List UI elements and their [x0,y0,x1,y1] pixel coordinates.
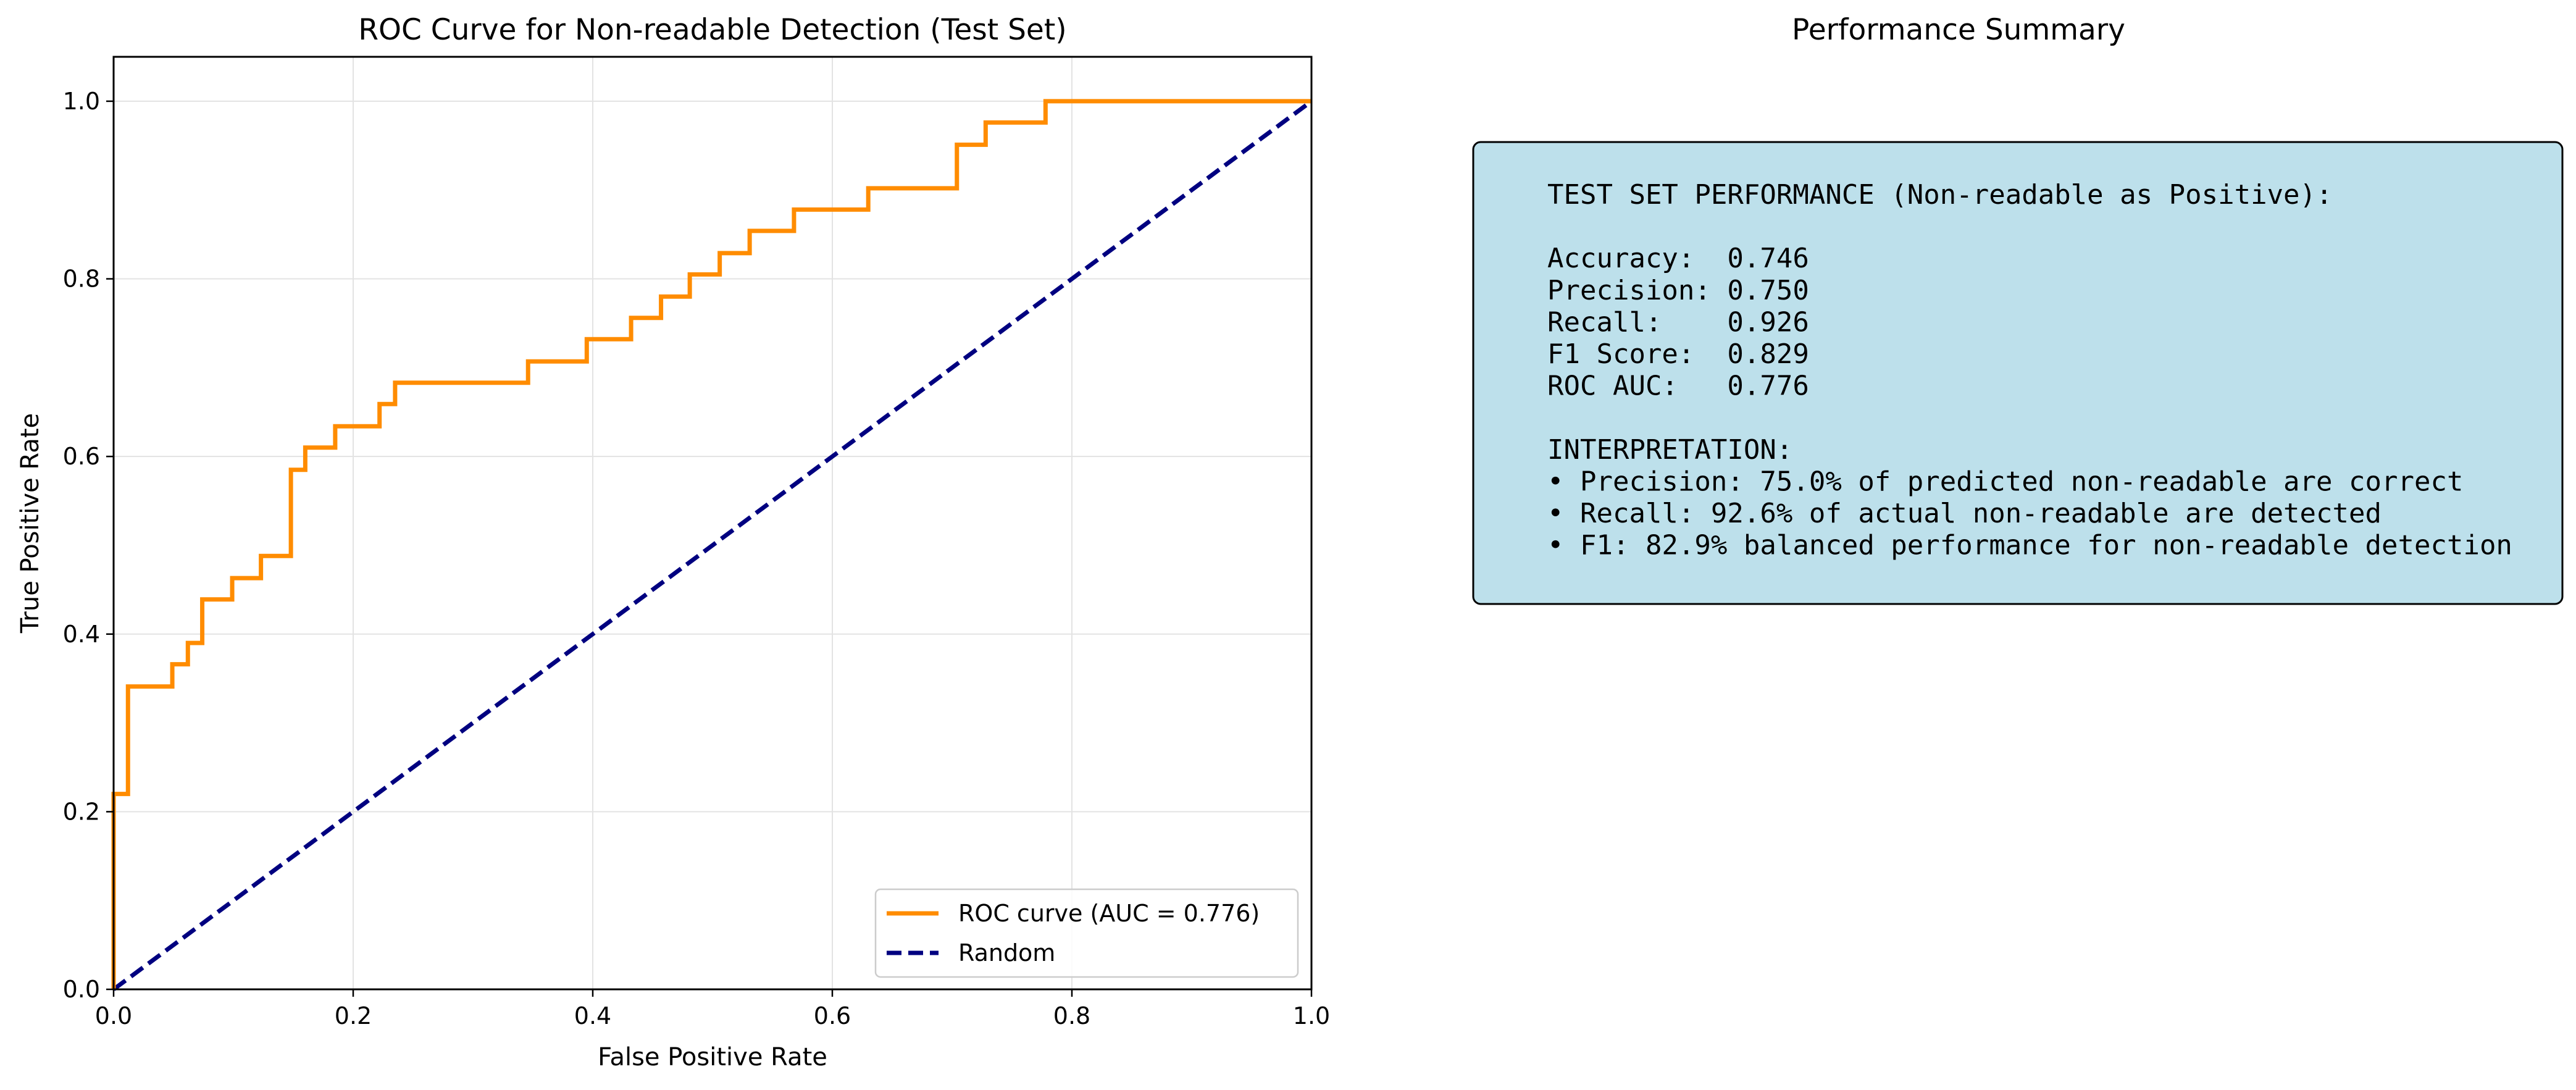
y-tick-label: 0.4 [63,621,100,648]
summary-text: TEST SET PERFORMANCE (Non-readable as Po… [1547,179,2512,561]
summary-title: Performance Summary [1792,13,2125,47]
summary-line: Recall: 0.926 [1547,306,1809,338]
chart-title: ROC Curve for Non-readable Detection (Te… [358,13,1066,47]
y-tick-label: 0.8 [63,266,100,293]
summary-line: F1 Score: 0.829 [1547,338,1809,370]
legend-label-roc: ROC curve (AUC = 0.776) [958,900,1260,927]
x-tick-label: 0.8 [1053,1002,1090,1029]
x-tick-label: 1.0 [1293,1002,1330,1029]
summary-line: TEST SET PERFORMANCE (Non-readable as Po… [1547,179,2333,211]
x-tick-label: 0.6 [814,1002,851,1029]
axes-frame [112,56,1313,991]
roc-curve-line [111,99,1311,989]
summary-line: • Precision: 75.0% of predicted non-read… [1547,466,2463,497]
legend: ROC curve (AUC = 0.776) Random [874,888,1299,978]
summary-line: Precision: 0.750 [1547,275,1809,306]
roc-plot-area [111,99,1313,991]
summary-line: INTERPRETATION: [1547,434,1792,466]
x-tick-label: 0.0 [95,1002,132,1029]
y-tick-label: 0.2 [63,798,100,825]
summary-line: Accuracy: 0.746 [1547,243,1809,274]
y-tick-label: 1.0 [63,88,100,115]
axis-ticks: 0.0 0.2 0.4 0.6 0.8 1.0 0.0 0.2 0.4 0.6 0.8 1.0 [63,88,1331,1029]
summary-box [1472,141,2564,605]
y-tick-label: 0.0 [63,976,100,1003]
random-baseline-line [112,99,1313,991]
y-tick-label: 0.6 [63,443,100,470]
x-tick-label: 0.4 [574,1002,611,1029]
summary-line: ROC AUC: 0.776 [1547,371,1809,402]
legend-label-random: Random [958,939,1055,966]
legend-frame [874,888,1299,978]
summary-line: • F1: 82.9% balanced performance for non… [1547,530,2512,561]
x-axis-label: False Positive Rate [598,1043,827,1071]
x-tick-label: 0.2 [335,1002,372,1029]
grid [113,57,1312,990]
summary-line: • Recall: 92.6% of actual non-readable a… [1547,498,2382,529]
y-axis-label: True Positive Rate [16,413,44,634]
